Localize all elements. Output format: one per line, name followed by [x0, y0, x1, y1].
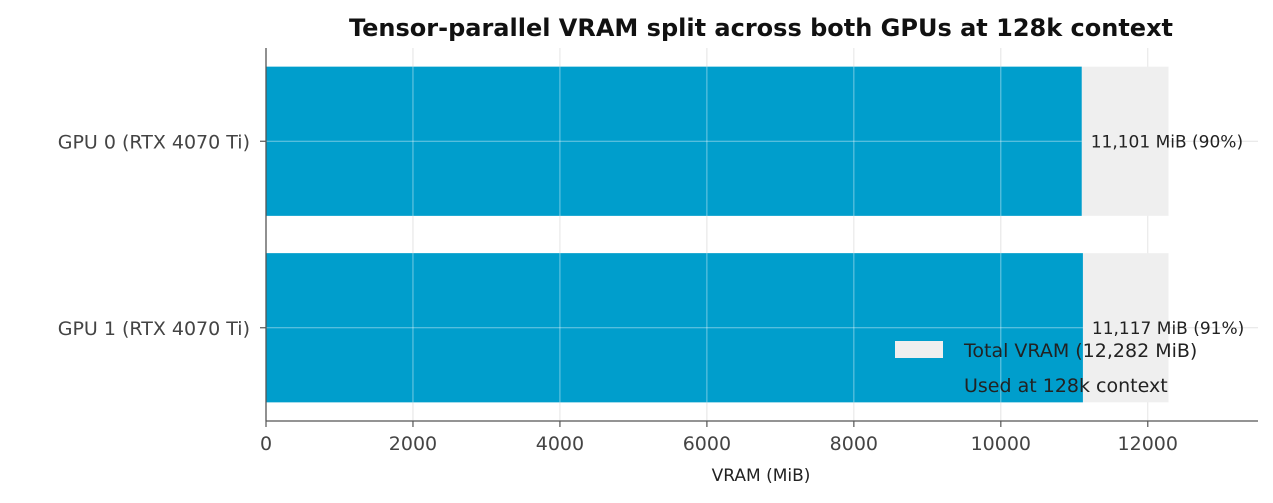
bar-used-vram	[266, 66, 1082, 216]
x-tick-label: 6000	[683, 433, 731, 455]
axes	[265, 48, 1258, 422]
chart-title: Tensor-parallel VRAM split across both G…	[349, 14, 1173, 42]
legend-swatch-total	[895, 341, 943, 358]
bars	[266, 66, 1169, 403]
data-labels: 11,101 MiB (90%) 11,117 MiB (91%)	[1091, 132, 1245, 339]
bar-used-vram	[266, 253, 1083, 403]
legend: Total VRAM (12,282 MiB) Used at 128k con…	[895, 340, 1197, 397]
category-label: GPU 1 (RTX 4070 Ti)	[58, 318, 250, 340]
x-ticks: 0 2000 4000 6000 8000 10000 12000	[260, 421, 1178, 455]
x-tick-label: 12000	[1118, 433, 1178, 455]
bar-value-label: 11,117 MiB (91%)	[1092, 319, 1244, 339]
x-tick-label: 2000	[389, 433, 437, 455]
x-tick-label: 10000	[971, 433, 1031, 455]
legend-label-total: Total VRAM (12,282 MiB)	[963, 340, 1197, 362]
legend-label-used: Used at 128k context	[964, 375, 1168, 397]
category-labels: GPU 0 (RTX 4070 Ti) GPU 1 (RTX 4070 Ti)	[58, 131, 266, 340]
bar-value-label: 11,101 MiB (90%)	[1091, 132, 1243, 152]
legend-swatch-used	[895, 376, 943, 393]
x-tick-label: 8000	[830, 433, 878, 455]
x-axis-title: VRAM (MiB)	[712, 466, 811, 486]
x-tick-label: 0	[260, 433, 272, 455]
x-tick-label: 4000	[536, 433, 584, 455]
category-label: GPU 0 (RTX 4070 Ti)	[58, 131, 250, 153]
